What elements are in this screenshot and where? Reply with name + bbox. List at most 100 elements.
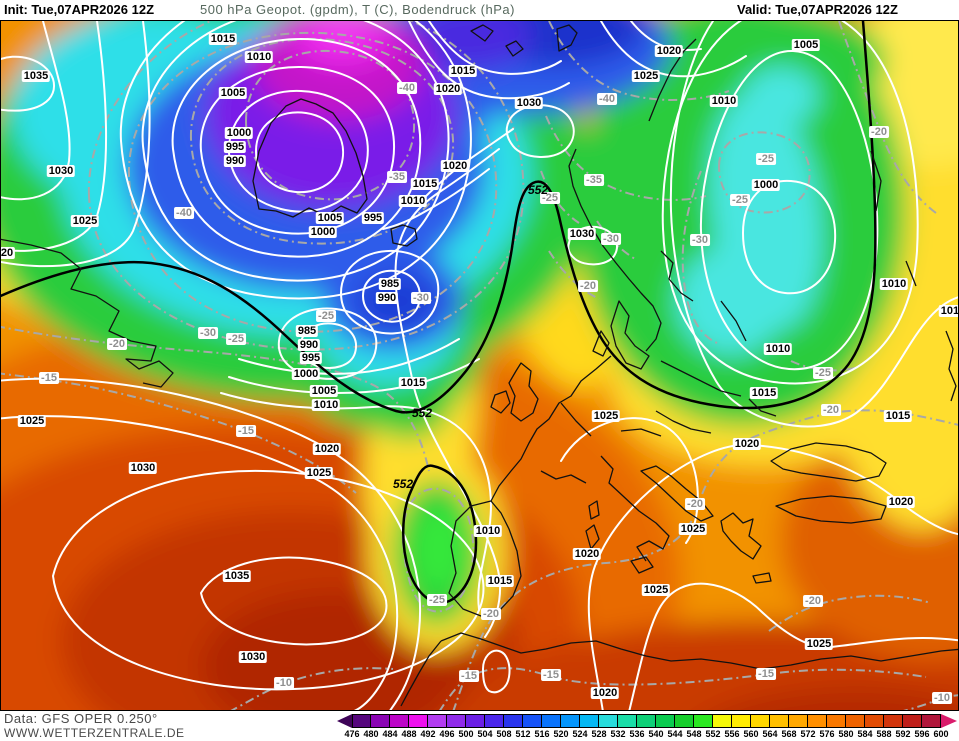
pressure-label: 1025 (678, 523, 708, 535)
colorbar-tick-label: 572 (800, 729, 816, 739)
colorbar-tick-label: 504 (477, 729, 493, 739)
colorbar-segment (561, 714, 580, 728)
pressure-label: 1030 (514, 97, 544, 109)
temperature-label: -20 (803, 595, 823, 607)
pressure-label: 1015 (938, 305, 958, 317)
pressure-label: 1015 (398, 377, 428, 389)
temperature-label: -20 (481, 608, 501, 620)
chart-title: 500 hPa Geopot. (gpdm), T (C), Bodendruc… (200, 2, 515, 17)
colorbar-tick-label: 500 (458, 729, 474, 739)
colorbar-tick-label: 580 (838, 729, 854, 739)
colorbar-segment (865, 714, 884, 728)
pressure-label: 1025 (591, 410, 621, 422)
header-bar: Init: Tue,07APR2026 12Z 500 hPa Geopot. … (0, 0, 959, 20)
colorbar-tick-label: 584 (857, 729, 873, 739)
colorbar-tick-label: 476 (344, 729, 360, 739)
pressure-label: 1025 (631, 70, 661, 82)
colorbar-segment (447, 714, 466, 728)
temperature-label: -40 (397, 82, 417, 94)
colorbar-segment (751, 714, 770, 728)
pressure-label: 1010 (244, 51, 274, 63)
colorbar-segment (409, 714, 428, 728)
pressure-label: 1020 (433, 83, 463, 95)
colorbar-tick-label: 512 (515, 729, 531, 739)
colorbar-segment (808, 714, 827, 728)
temperature-label: -25 (756, 153, 776, 165)
temperature-label: -25 (540, 192, 560, 204)
colorbar-tick-label: 516 (534, 729, 550, 739)
colorbar-segment (789, 714, 808, 728)
pressure-label: 1020 (440, 160, 470, 172)
temperature-label: -15 (39, 372, 59, 384)
colorbar-segment (580, 714, 599, 728)
temperature-label: -20 (578, 280, 598, 292)
pressure-label: 1015 (749, 387, 779, 399)
colorbar-tick-label: 488 (401, 729, 417, 739)
colorbar-segment (352, 714, 371, 728)
pressure-label: 1030 (46, 165, 76, 177)
temperature-label: -25 (427, 594, 447, 606)
pressure-label: 1025 (70, 215, 100, 227)
colorbar-segment (637, 714, 656, 728)
geopotential-label: 552 (392, 477, 414, 491)
pressure-label: 1025 (304, 467, 334, 479)
colorbar-segment (599, 714, 618, 728)
colorbar-tick-label: 528 (591, 729, 607, 739)
colorbar-tick-label: 552 (705, 729, 721, 739)
pressure-label: 1020 (312, 443, 342, 455)
pressure-label: 1020 (572, 548, 602, 560)
pressure-label: 1010 (311, 399, 341, 411)
geopotential-label: 552 (411, 406, 433, 420)
temperature-label: -25 (226, 333, 246, 345)
pressure-label: 1030 (238, 651, 268, 663)
pressure-label: 1005 (791, 39, 821, 51)
colorbar-tick-label: 560 (743, 729, 759, 739)
data-source-label: Data: GFS OPER 0.250° (4, 711, 158, 726)
colorbar-segment (922, 714, 941, 728)
colorbar-tick-label: 536 (629, 729, 645, 739)
pressure-label: 990 (297, 339, 321, 351)
colorbar-tick-label: 596 (914, 729, 930, 739)
temperature-label: -25 (813, 367, 833, 379)
pressure-label: 1015 (410, 178, 440, 190)
geopotential-label: 552 (527, 183, 549, 197)
temperature-label: -25 (730, 194, 750, 206)
colorbar-right-arrow (941, 714, 957, 728)
pressure-label: 1010 (879, 278, 909, 290)
pressure-label: 1035 (21, 70, 51, 82)
temperature-label: -15 (756, 668, 776, 680)
colorbar-segment (618, 714, 637, 728)
temperature-label: -30 (411, 292, 431, 304)
pressure-label: 1030 (567, 228, 597, 240)
colorbar-tick-label: 532 (610, 729, 626, 739)
colorbar-tick-label: 484 (382, 729, 398, 739)
colorbar-segment (694, 714, 713, 728)
temperature-label: -25 (316, 310, 336, 322)
temperature-label: -15 (236, 425, 256, 437)
pressure-label: 20 (0, 247, 16, 259)
temperature-label: -15 (459, 670, 479, 682)
pressure-label: 1020 (886, 496, 916, 508)
colorbar-segment (390, 714, 409, 728)
temperature-label: -10 (932, 692, 952, 704)
colorbar-tick-label: 600 (933, 729, 949, 739)
pressure-label: 1025 (17, 415, 47, 427)
pressure-label: 995 (361, 212, 385, 224)
pressure-label: 1020 (654, 45, 684, 57)
temperature-label: -40 (597, 93, 617, 105)
pressure-label: 995 (299, 352, 323, 364)
pressure-label: 1025 (641, 584, 671, 596)
pressure-label: 1020 (732, 438, 762, 450)
temperature-label: -10 (274, 677, 294, 689)
colorbar-segment (428, 714, 447, 728)
init-time-label: Init: Tue,07APR2026 12Z (4, 2, 155, 17)
colorbar-segment (504, 714, 523, 728)
colorbar-segment (770, 714, 789, 728)
footer-bar: Data: GFS OPER 0.250° WWW.WETTERZENTRALE… (0, 711, 959, 741)
temperature-label: -20 (821, 404, 841, 416)
pressure-label: 1000 (751, 179, 781, 191)
pressure-label: 1010 (763, 343, 793, 355)
temperature-label: -35 (584, 174, 604, 186)
pressure-label: 1010 (473, 525, 503, 537)
pressure-label: 1000 (291, 368, 321, 380)
